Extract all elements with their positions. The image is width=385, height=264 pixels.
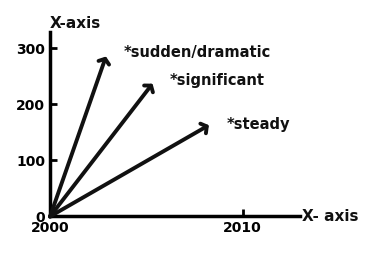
Text: *significant: *significant bbox=[169, 73, 264, 88]
Text: *sudden/dramatic: *sudden/dramatic bbox=[123, 45, 270, 60]
Text: X-axis: X-axis bbox=[50, 16, 101, 31]
Text: *steady: *steady bbox=[227, 117, 291, 131]
Text: X- axis: X- axis bbox=[302, 209, 359, 224]
